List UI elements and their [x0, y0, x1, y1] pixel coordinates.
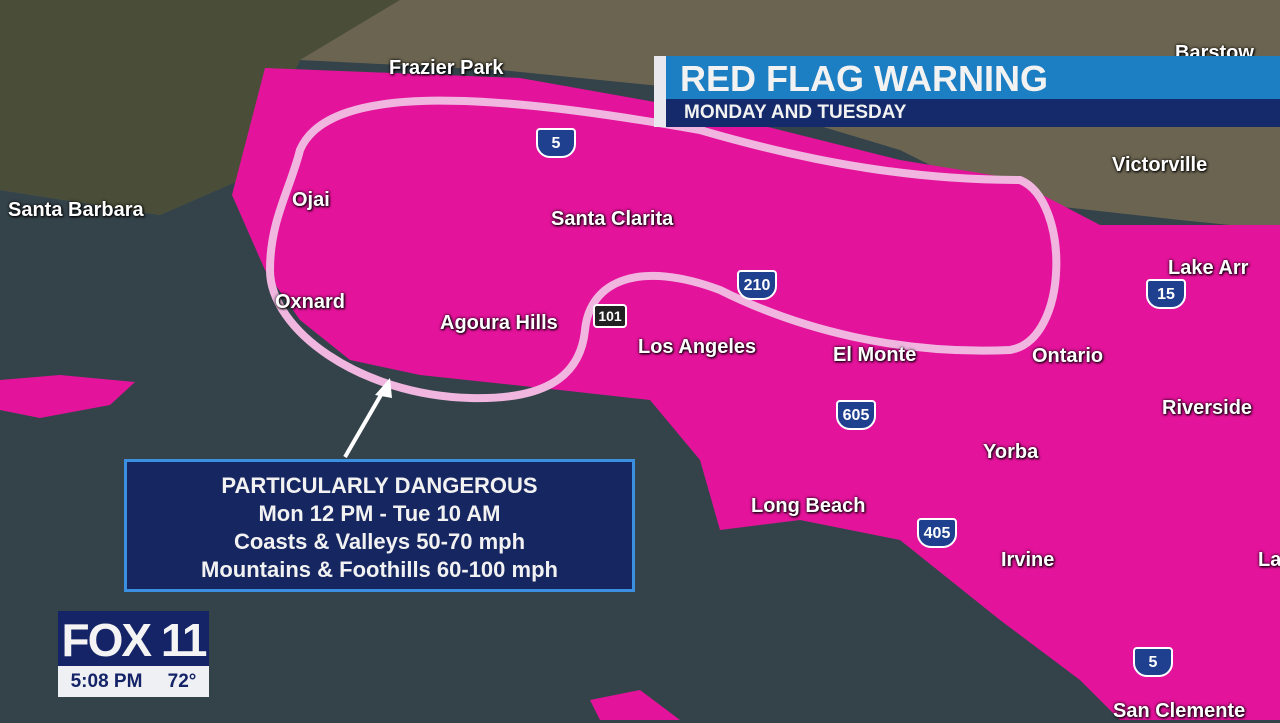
city-label: Oxnard — [275, 291, 346, 313]
warning-banner: RED FLAG WARNING MONDAY AND TUESDAY — [654, 56, 1280, 127]
city-label: Santa Clarita — [551, 208, 674, 230]
land-dark — [0, 0, 400, 215]
island — [0, 375, 135, 418]
station-logo: FOX 11 5:08 PM 72° — [58, 611, 209, 697]
city-label: Ontario — [1032, 345, 1104, 367]
temperature: 72° — [167, 671, 197, 692]
warning-outline — [265, 96, 1061, 403]
banner-title: RED FLAG WARNING — [666, 56, 1280, 99]
city-label: Riverside — [1162, 397, 1253, 419]
city-label: Ojai — [292, 189, 330, 211]
info-line: Mountains & Foothills 60-100 mph — [201, 557, 558, 582]
us-route-shield-icon: 101 — [593, 304, 627, 328]
arrow — [343, 386, 387, 459]
city-label: Victorville — [1112, 154, 1208, 176]
logo-brand: FOX 11 — [58, 611, 209, 666]
banner-subtitle: MONDAY AND TUESDAY — [666, 99, 1280, 127]
city-label: Santa Barbara — [8, 199, 144, 221]
info-line: PARTICULARLY DANGEROUS — [221, 473, 538, 498]
city-label: Yorba — [983, 441, 1039, 463]
info-box: PARTICULARLY DANGEROUS Mon 12 PM - Tue 1… — [124, 459, 635, 592]
city-label: Los Angeles — [638, 336, 757, 358]
info-line: Mon 12 PM - Tue 10 AM — [258, 501, 501, 526]
city-label: San Clemente — [1113, 700, 1246, 722]
interstate-shield-icon: 210 — [737, 270, 777, 300]
island-small — [590, 690, 680, 720]
interstate-shield-icon: 605 — [836, 400, 876, 430]
city-label: Lake Arr — [1168, 257, 1249, 279]
city-label: Long Beach — [751, 495, 866, 517]
city-label: El Monte — [833, 344, 917, 366]
interstate-shield-icon: 15 — [1146, 279, 1186, 309]
city-label: Agoura Hills — [440, 312, 558, 334]
info-line: Coasts & Valleys 50-70 mph — [233, 529, 526, 554]
city-label: Lak — [1258, 549, 1280, 571]
clock-time: 5:08 PM — [70, 671, 143, 692]
interstate-shield-icon: 5 — [536, 128, 576, 158]
warning-area — [232, 68, 1280, 720]
city-label: Frazier Park — [389, 57, 504, 79]
interstate-shield-icon: 5 — [1133, 647, 1173, 677]
interstate-shield-icon: 405 — [917, 518, 957, 548]
city-label: Irvine — [1001, 549, 1055, 571]
arrow-head — [375, 378, 392, 398]
